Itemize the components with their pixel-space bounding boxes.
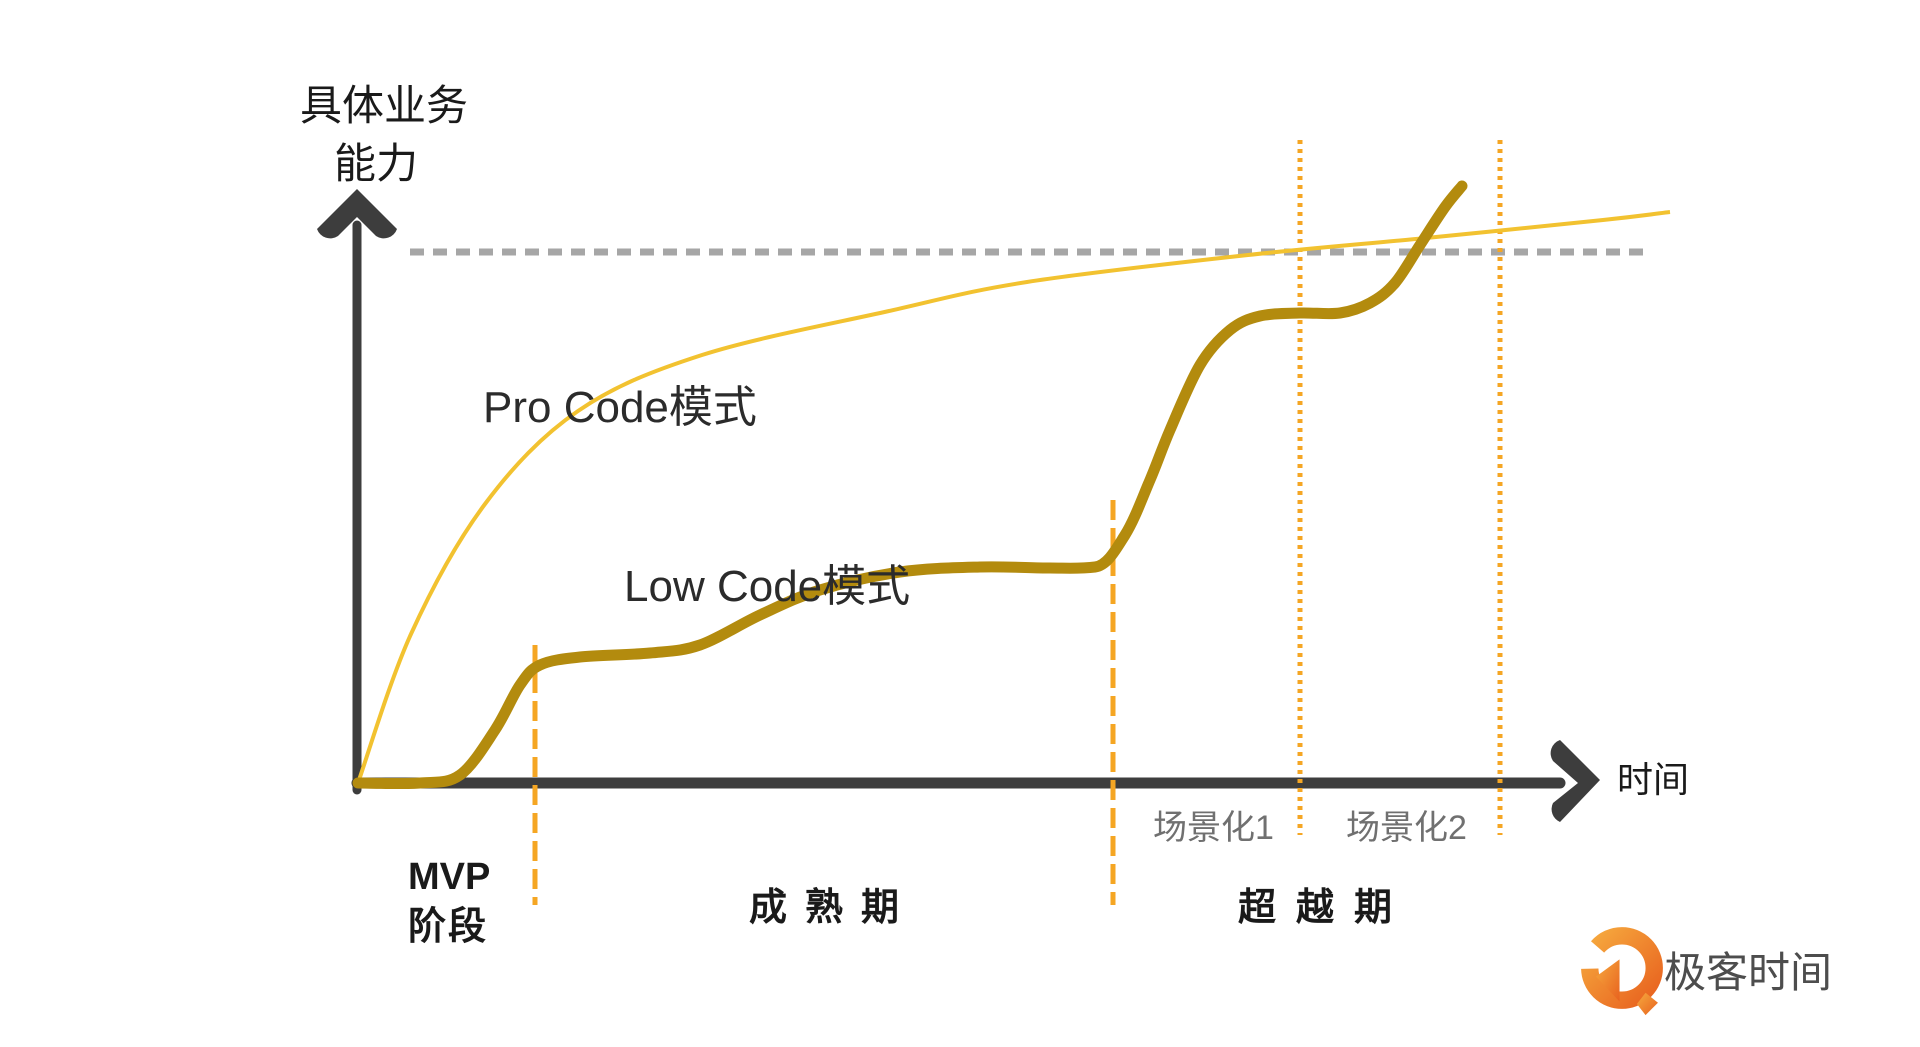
svg-text:场景化1: 场景化1 xyxy=(1153,809,1274,847)
svg-text:阶段: 阶段 xyxy=(408,906,488,948)
svg-text:超越期: 超越期 xyxy=(1238,887,1412,929)
svg-text:Pro Code模式: Pro Code模式 xyxy=(483,383,757,432)
svg-text:成熟期: 成熟期 xyxy=(749,887,917,929)
svg-text:场景化2: 场景化2 xyxy=(1346,809,1467,847)
svg-text:Low Code模式: Low Code模式 xyxy=(624,562,910,611)
svg-text:能力: 能力 xyxy=(334,140,418,187)
svg-text:具体业务: 具体业务 xyxy=(300,82,468,129)
svg-text:极客时间: 极客时间 xyxy=(1664,949,1832,996)
svg-text:MVP: MVP xyxy=(408,856,490,898)
svg-text:时间: 时间 xyxy=(1617,759,1689,800)
